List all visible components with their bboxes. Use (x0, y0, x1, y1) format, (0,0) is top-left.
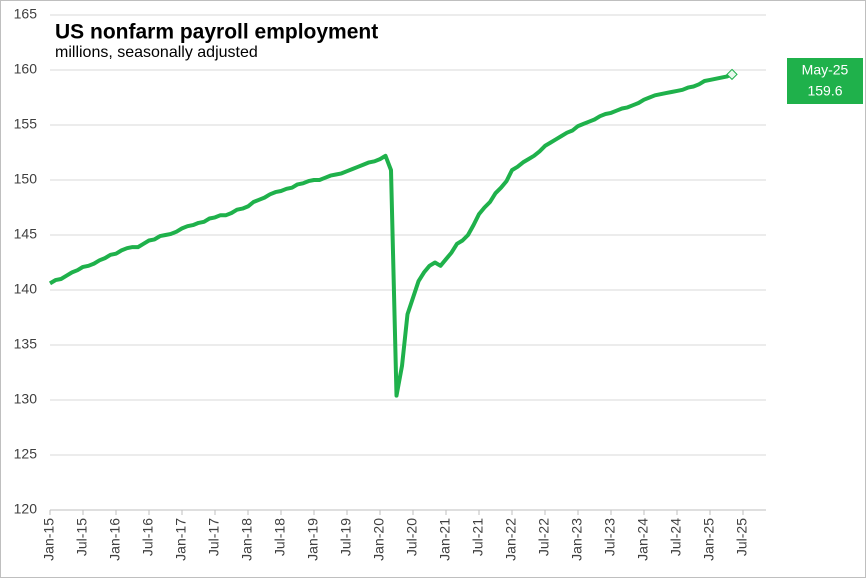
y-tick-label: 120 (14, 501, 38, 517)
y-tick-label: 130 (14, 391, 38, 407)
end-marker (726, 68, 738, 81)
chart-title: US nonfarm payroll employment (55, 21, 378, 44)
y-tick-label: 150 (14, 171, 38, 187)
x-tick-label: Jan-15 (41, 518, 57, 561)
chart-subtitle: millions, seasonally adjusted (55, 44, 258, 61)
annotation-label: May-25 (802, 62, 849, 78)
x-tick-label: Jul-17 (206, 518, 222, 556)
x-tick-label: Jan-22 (503, 518, 519, 561)
annotation-value: 159.6 (807, 83, 842, 99)
x-tick-label: Jul-22 (536, 518, 552, 556)
y-tick-label: 135 (14, 336, 38, 352)
x-tick-label: Jan-23 (569, 518, 585, 561)
x-tick-label: Jan-21 (437, 518, 453, 561)
y-tick-label: 125 (14, 446, 38, 462)
x-tick-label: Jan-25 (701, 518, 717, 561)
x-tick-label: Jul-16 (140, 518, 156, 556)
x-tick-label: Jan-20 (371, 518, 387, 561)
x-tick-label: Jul-19 (338, 518, 354, 556)
x-tick-label: Jan-24 (635, 518, 651, 561)
x-tick-label: Jul-23 (602, 518, 618, 556)
annotation-box (787, 58, 863, 104)
x-tick-label: Jan-19 (305, 518, 321, 561)
y-tick-label: 140 (14, 281, 38, 297)
y-tick-label: 165 (14, 6, 38, 22)
x-tick-label: Jul-20 (404, 518, 420, 556)
y-tick-label: 155 (14, 116, 38, 132)
y-tick-label: 160 (14, 61, 38, 77)
data-line (48, 72, 733, 398)
x-tick-label: Jul-25 (734, 518, 750, 556)
x-tick-label: Jul-15 (74, 518, 90, 556)
x-tick-label: Jul-18 (272, 518, 288, 556)
x-tick-label: Jul-21 (470, 518, 486, 556)
y-tick-label: 145 (14, 226, 38, 242)
x-tick-label: Jan-17 (173, 518, 189, 561)
x-tick-label: Jan-16 (107, 518, 123, 561)
x-tick-label: Jan-18 (239, 518, 255, 561)
x-tick-label: Jul-24 (668, 518, 684, 556)
